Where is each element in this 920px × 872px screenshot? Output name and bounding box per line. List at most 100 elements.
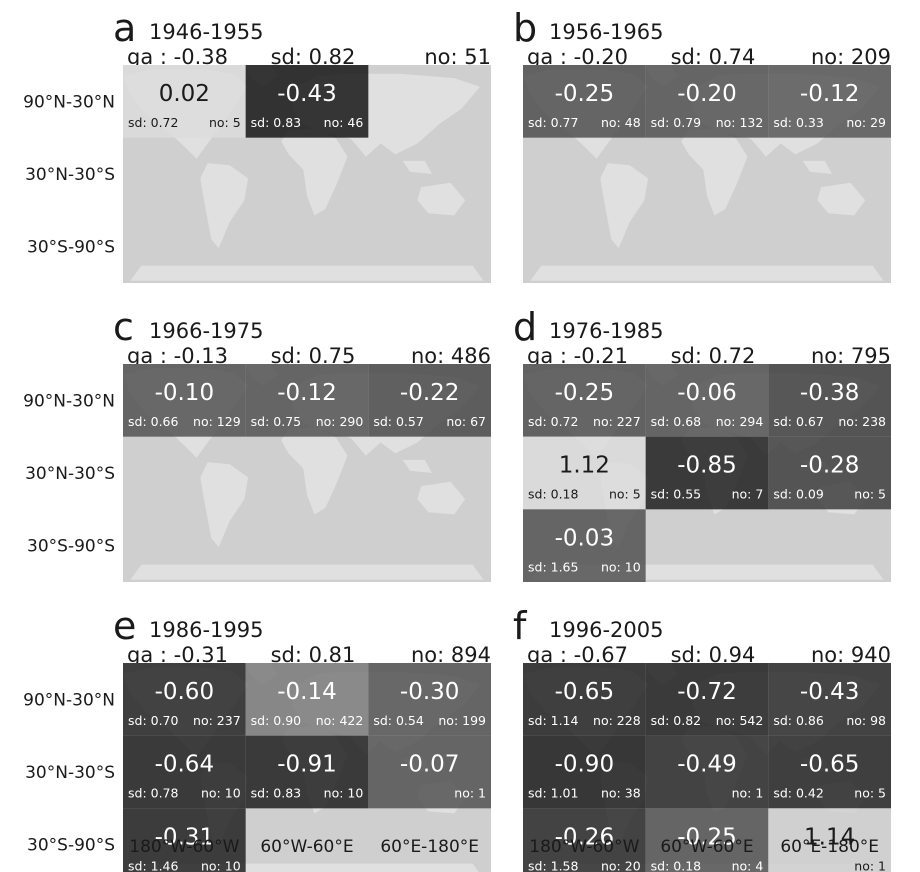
cell-sd: sd: 1.01 [528, 786, 578, 801]
cell-sd: sd: 0.66 [128, 414, 179, 429]
column-label: 60°W-60°E [260, 837, 353, 857]
cell-sd: sd: 0.18 [528, 487, 579, 502]
cell-count: no: 5 [209, 115, 241, 130]
cell-value: -0.14 [277, 679, 337, 705]
cell-sd: sd: 0.72 [128, 115, 178, 130]
cell-sd: sd: 0.70 [128, 713, 179, 728]
land-shape [200, 163, 249, 249]
panel-letter: a [113, 6, 136, 50]
row-label: 30°S-90°S [27, 238, 115, 258]
cell-count: no: 228 [593, 713, 641, 728]
row-label: 30°S-90°S [27, 836, 115, 856]
heatmap-cell [523, 735, 646, 809]
heatmap-cell [245, 364, 369, 437]
heatmap-cell [645, 65, 769, 138]
heatmap-cell [768, 436, 891, 510]
cell-count: no: 237 [193, 713, 241, 728]
cell-value: -0.03 [555, 525, 615, 551]
cell-count: no: 422 [316, 713, 364, 728]
heatmap-cell [523, 663, 646, 736]
cell-value: -0.30 [400, 679, 460, 705]
cell-count: no: 1 [854, 858, 886, 872]
heatmap-cell [645, 364, 769, 437]
heatmap-cell [123, 735, 246, 809]
panel-period: 1976-1985 [549, 319, 663, 343]
cell-value: -0.22 [400, 380, 460, 406]
heatmap-cell [768, 808, 891, 872]
panel-letter: f [513, 604, 528, 648]
row-label: 90°N-30°N [23, 690, 115, 710]
cell-count: no: 1 [732, 786, 764, 801]
cell-count: no: 10 [601, 559, 641, 574]
cell-sd: sd: 0.86 [773, 713, 824, 728]
cell-value: -0.10 [155, 380, 215, 406]
heatmap-cell [768, 735, 891, 809]
heatmap-cell [645, 663, 769, 736]
cell-count: no: 1 [454, 786, 486, 801]
column-label: 60°W-60°E [660, 837, 753, 857]
cell-count: no: 5 [854, 786, 886, 801]
cell-count: no: 4 [732, 858, 764, 872]
column-label: 180°W-60°W [529, 837, 639, 857]
land-shape [402, 459, 433, 473]
cell-value: -0.65 [555, 679, 615, 705]
heatmap-cell [645, 436, 769, 510]
row-label: 30°N-30°S [25, 464, 115, 484]
cell-sd: sd: 0.83 [251, 786, 301, 801]
land-shape [281, 128, 348, 216]
cell-sd: sd: 1.58 [528, 858, 579, 872]
land-shape [200, 462, 249, 548]
cell-value: -0.25 [677, 824, 737, 850]
cell-count: no: 290 [316, 414, 364, 429]
cell-value: -0.85 [677, 453, 737, 479]
cell-sd: sd: 0.90 [251, 713, 302, 728]
heatmap-cell [523, 364, 646, 437]
panel-period: 1956-1965 [549, 20, 663, 44]
land-shape [530, 265, 884, 281]
cell-count: no: 10 [201, 786, 241, 801]
cell-sd: sd: 1.46 [128, 858, 179, 872]
heatmap-cell [123, 364, 246, 437]
cell-sd: sd: 0.79 [651, 115, 702, 130]
cell-value: -0.43 [277, 81, 337, 107]
heatmap-cell [368, 364, 491, 437]
land-shape [281, 427, 348, 515]
cell-sd: sd: 0.55 [651, 487, 701, 502]
cell-count: no: 29 [846, 115, 886, 130]
heatmap-cell [768, 663, 891, 736]
cell-sd: sd: 1.65 [528, 559, 578, 574]
cell-sd: sd: 0.75 [251, 414, 301, 429]
heatmap-cell [523, 65, 646, 138]
panel-period: 1946-1955 [149, 20, 263, 44]
cell-value: -0.91 [277, 752, 337, 778]
cell-value: 1.14 [804, 824, 855, 850]
land-shape [130, 265, 484, 281]
cell-count: no: 10 [324, 786, 364, 801]
cell-sd: sd: 1.14 [528, 713, 579, 728]
cell-count: no: 294 [716, 414, 764, 429]
cell-value: -0.90 [555, 752, 615, 778]
cell-count: no: 7 [732, 487, 764, 502]
cell-count: no: 199 [438, 713, 486, 728]
land-shape [681, 128, 748, 216]
cell-value: -0.43 [800, 679, 860, 705]
cell-count: no: 238 [838, 414, 886, 429]
cell-value: -0.26 [555, 824, 615, 850]
heatmap-cell [368, 735, 491, 809]
row-label: 90°N-30°N [23, 92, 115, 112]
cell-value: -0.28 [800, 453, 860, 479]
panel-letter: e [113, 604, 136, 648]
cell-sd: sd: 0.67 [773, 414, 823, 429]
column-label: 60°E-180°E [780, 837, 879, 857]
cell-count: no: 227 [593, 414, 641, 429]
land-shape [817, 182, 866, 216]
land-shape [600, 163, 649, 249]
cell-value: -0.31 [155, 824, 215, 850]
cell-count: no: 542 [716, 713, 764, 728]
row-label: 30°N-30°S [25, 763, 115, 783]
